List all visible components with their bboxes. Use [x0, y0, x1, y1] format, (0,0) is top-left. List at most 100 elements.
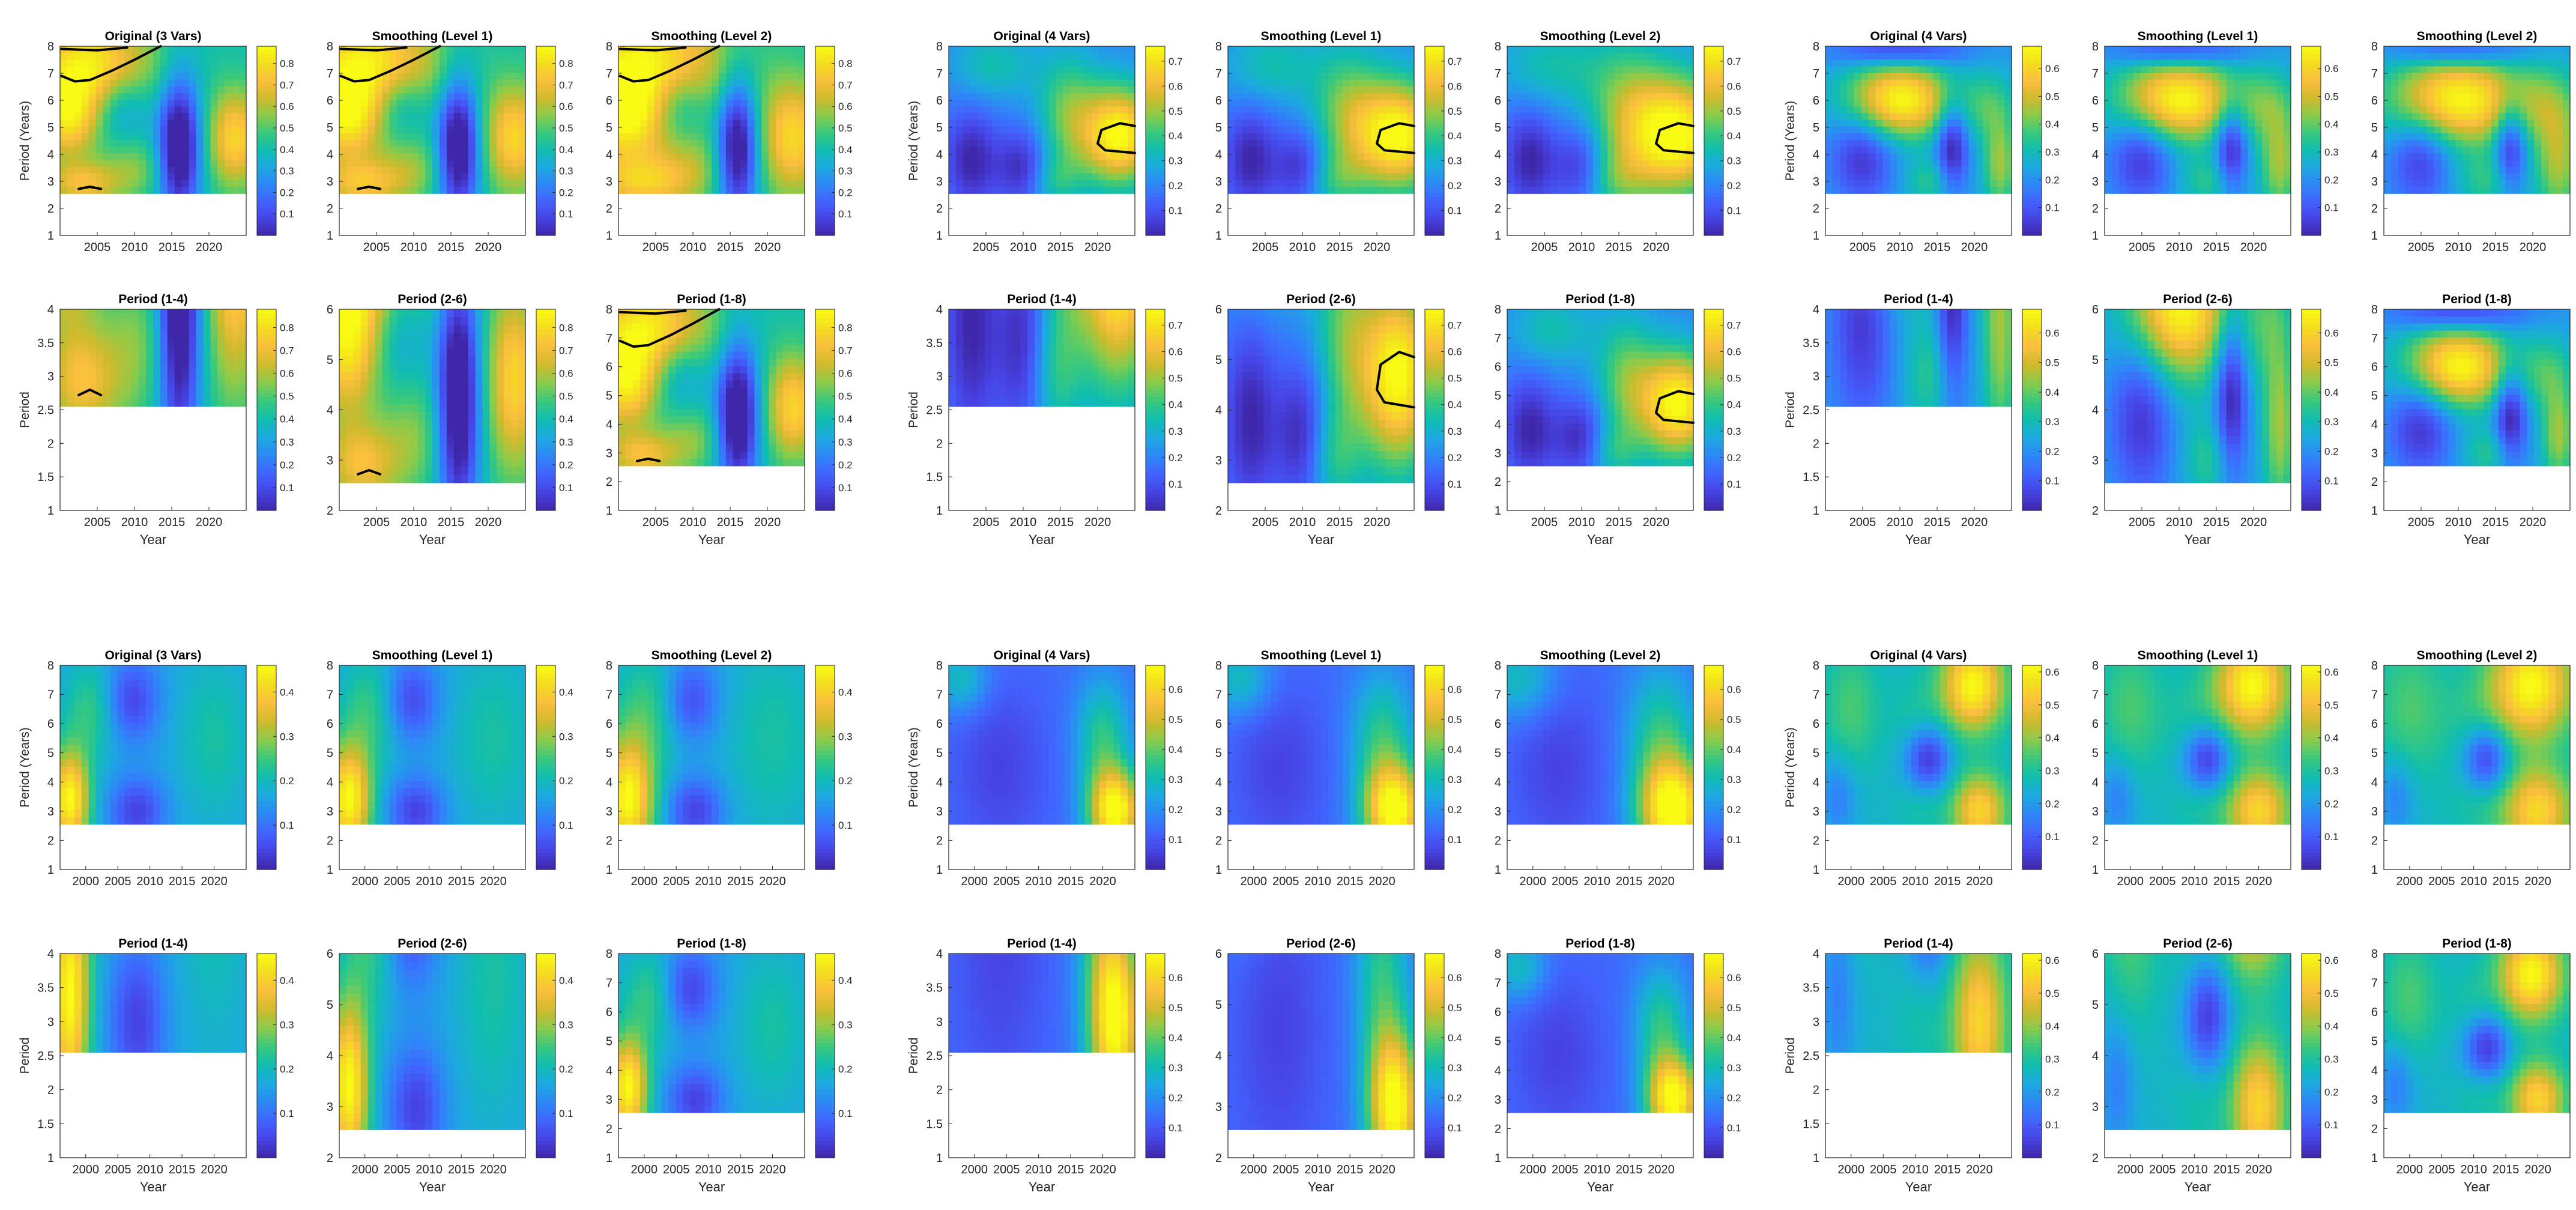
- heatmap-cell: [396, 140, 404, 147]
- heatmap-cell: [210, 389, 218, 393]
- heatmap-cell: [67, 354, 75, 358]
- heatmap-cell: [640, 331, 648, 338]
- heatmap-cell: [110, 140, 118, 147]
- heatmap-cell: [146, 322, 154, 327]
- heatmap-cell: [418, 380, 426, 389]
- heatmap-cell: [175, 336, 183, 340]
- heatmap-cell: [175, 375, 183, 380]
- heatmap-cell: [640, 431, 648, 438]
- heatmap-cell: [139, 358, 147, 363]
- heatmap-cell: [210, 160, 218, 168]
- heatmap-cell: [411, 357, 419, 365]
- heatmap-cell: [82, 371, 89, 376]
- heatmap-cell: [697, 167, 705, 174]
- heatmap-cell: [339, 160, 347, 168]
- heatmap-cell: [618, 409, 626, 416]
- heatmap-cell: [712, 53, 719, 60]
- heatmap-cell: [389, 167, 397, 174]
- heatmap-cell: [153, 100, 161, 107]
- colorbar-segment: [536, 406, 555, 411]
- heatmap-cell: [633, 359, 641, 366]
- heatmap-cell: [447, 53, 455, 60]
- heatmap-cell: [690, 147, 698, 154]
- heatmap-cell: [497, 443, 504, 452]
- heatmap-cell: [82, 358, 89, 363]
- heatmap-cell: [389, 317, 397, 325]
- heatmap-cell: [368, 174, 376, 181]
- heatmap-cell: [375, 333, 383, 341]
- colorbar-segment: [536, 414, 555, 419]
- heatmap-cell: [203, 309, 211, 314]
- heatmap-cell: [203, 140, 211, 147]
- heatmap-cell: [82, 160, 89, 168]
- colorbar-segment: [536, 70, 555, 74]
- heatmap-cell: [382, 59, 390, 67]
- heatmap-cell: [618, 402, 626, 409]
- heatmap-cell: [633, 140, 641, 147]
- heatmap-cell: [110, 53, 118, 60]
- heatmap-cell: [404, 317, 411, 325]
- heatmap-cell: [168, 349, 175, 354]
- heatmap-cell: [647, 444, 655, 452]
- heatmap-cell: [468, 93, 476, 100]
- heatmap-cell: [518, 309, 526, 318]
- heatmap-cell: [196, 398, 204, 402]
- colorbar: 0.10.20.30.40.50.60.70.8: [536, 309, 573, 511]
- heatmap-cell: [74, 340, 82, 345]
- heatmap-cell: [396, 333, 404, 341]
- heatmap-cell: [375, 325, 383, 333]
- colorbar-segment: [257, 502, 276, 507]
- heatmap-cell: [761, 59, 769, 67]
- heatmap-cell: [497, 160, 504, 168]
- heatmap-cell: [146, 402, 154, 407]
- heatmap-cell: [189, 322, 197, 327]
- heatmap-cell: [196, 140, 204, 147]
- colorbar-segment: [536, 381, 555, 386]
- heatmap-cell: [761, 167, 769, 174]
- heatmap-cell: [626, 387, 633, 395]
- colorbar-segment: [815, 121, 835, 126]
- heatmap-cell: [676, 86, 683, 94]
- heatmap-cell: [232, 354, 240, 358]
- heatmap-cell: [489, 428, 497, 436]
- heatmap-cell: [411, 174, 419, 181]
- heatmap-cell: [346, 106, 354, 113]
- heatmap-cell: [497, 127, 504, 134]
- heatmap-cell: [110, 59, 118, 67]
- heatmap-cell: [518, 388, 526, 396]
- heatmap-cell: [476, 160, 483, 168]
- heatmap-cell: [389, 451, 397, 459]
- heatmap-cell: [690, 180, 698, 187]
- heatmap-cell: [346, 365, 354, 373]
- colorbar-segment: [257, 489, 276, 494]
- heatmap-cell: [339, 341, 347, 349]
- heatmap-cell: [153, 59, 161, 67]
- heatmap-cell: [124, 358, 132, 363]
- heatmap-cell: [382, 435, 390, 444]
- heatmap-cell: [704, 120, 712, 127]
- heatmap-cell: [489, 309, 497, 318]
- y-tick-label: 3.5: [37, 337, 54, 350]
- heatmap-cell: [683, 127, 691, 134]
- heatmap-cell: [425, 66, 433, 73]
- heatmap-cell: [719, 160, 727, 168]
- heatmap-cell: [168, 345, 175, 349]
- heatmap-cell: [790, 120, 798, 127]
- heatmap-cell: [783, 187, 791, 194]
- heatmap-cell: [511, 80, 519, 87]
- heatmap-cell: [160, 345, 168, 349]
- colorbar-segment: [257, 54, 276, 58]
- heatmap-cell: [461, 396, 469, 404]
- heatmap-cell: [655, 133, 662, 141]
- heatmap-cell: [482, 174, 490, 181]
- heatmap-cell: [60, 187, 68, 194]
- heatmap-cell: [655, 147, 662, 154]
- heatmap-cell: [396, 380, 404, 389]
- heatmap-cell: [396, 325, 404, 333]
- heatmap-cell: [203, 313, 211, 318]
- heatmap-cell: [346, 160, 354, 168]
- heatmap-cell: [382, 467, 390, 476]
- heatmap-cell: [432, 66, 440, 73]
- heatmap-cell: [96, 113, 104, 120]
- heatmap-cell: [626, 187, 633, 194]
